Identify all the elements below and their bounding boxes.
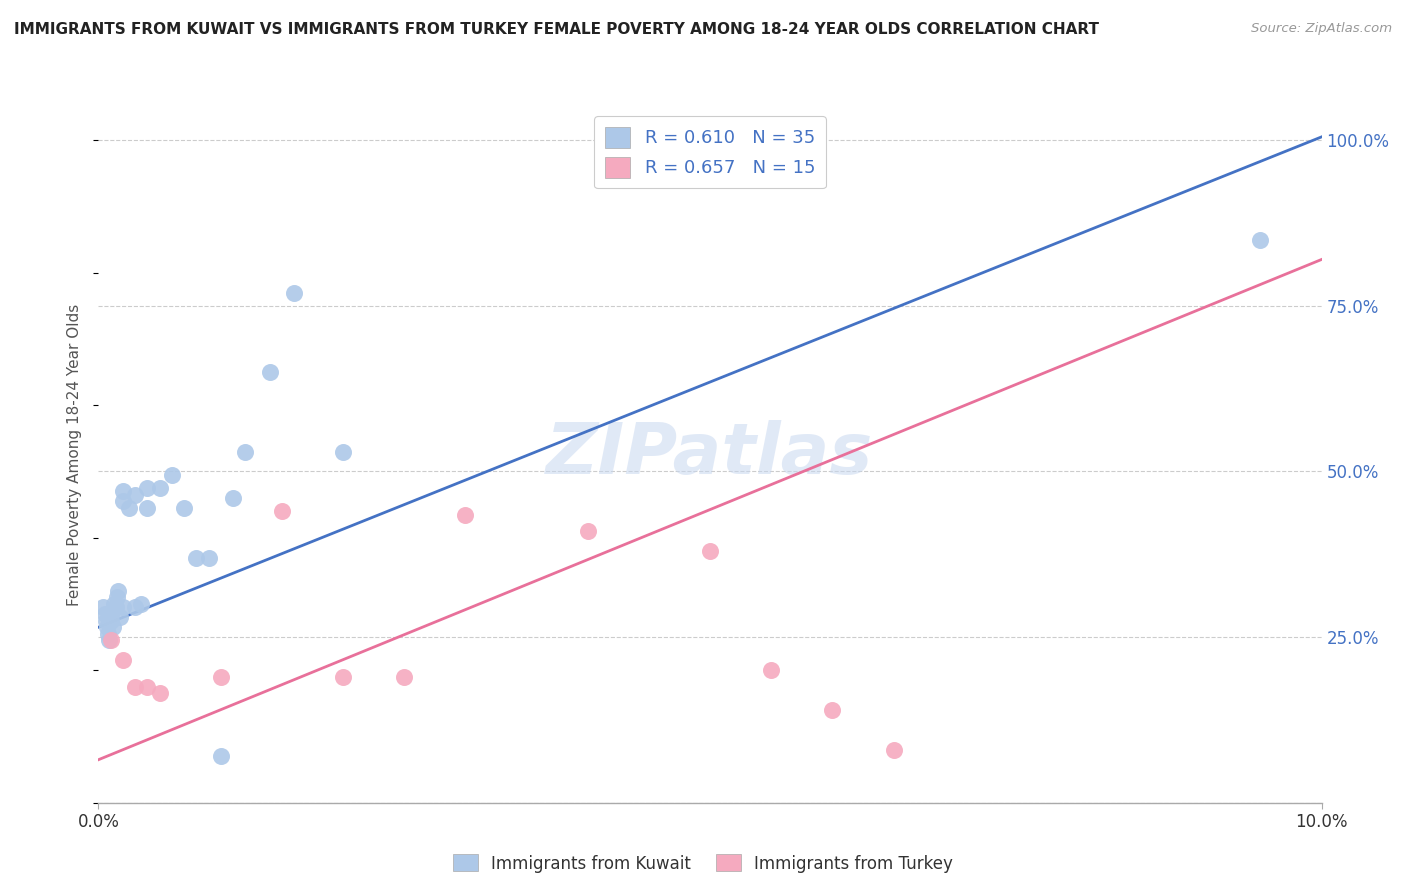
Point <box>222 491 245 505</box>
Point <box>454 508 477 522</box>
Point <box>96 620 118 634</box>
Point <box>149 686 172 700</box>
Point <box>100 614 122 628</box>
Point <box>110 610 132 624</box>
Point <box>576 524 599 538</box>
Point <box>883 743 905 757</box>
Point <box>699 544 721 558</box>
Point <box>136 500 159 515</box>
Y-axis label: Female Poverty Among 18-24 Year Olds: Female Poverty Among 18-24 Year Olds <box>67 304 83 606</box>
Point <box>94 614 117 628</box>
Point <box>111 653 134 667</box>
Point <box>197 550 219 565</box>
Point <box>91 600 114 615</box>
Point <box>173 500 195 515</box>
Legend: Immigrants from Kuwait, Immigrants from Turkey: Immigrants from Kuwait, Immigrants from … <box>446 847 960 880</box>
Point <box>1249 233 1271 247</box>
Point <box>209 749 232 764</box>
Point <box>124 488 146 502</box>
Point <box>759 663 782 677</box>
Point <box>103 597 125 611</box>
Point <box>392 670 416 684</box>
Point <box>233 444 256 458</box>
Text: Source: ZipAtlas.com: Source: ZipAtlas.com <box>1251 22 1392 36</box>
Point <box>283 285 305 300</box>
Point <box>160 467 183 482</box>
Point <box>118 500 141 515</box>
Point <box>93 607 115 621</box>
Point <box>104 600 127 615</box>
Point <box>101 620 124 634</box>
Point <box>98 633 121 648</box>
Point <box>129 597 152 611</box>
Text: IMMIGRANTS FROM KUWAIT VS IMMIGRANTS FROM TURKEY FEMALE POVERTY AMONG 18-24 YEAR: IMMIGRANTS FROM KUWAIT VS IMMIGRANTS FRO… <box>14 22 1099 37</box>
Point <box>111 600 134 615</box>
Point <box>111 484 134 499</box>
Point <box>186 550 208 565</box>
Point <box>111 494 134 508</box>
Point <box>107 583 129 598</box>
Legend: R = 0.610   N = 35, R = 0.657   N = 15: R = 0.610 N = 35, R = 0.657 N = 15 <box>595 116 825 188</box>
Point <box>136 680 159 694</box>
Point <box>332 670 354 684</box>
Point <box>209 670 232 684</box>
Point <box>100 633 122 648</box>
Point <box>136 481 159 495</box>
Point <box>270 504 292 518</box>
Point <box>97 627 120 641</box>
Text: ZIPatlas: ZIPatlas <box>547 420 873 490</box>
Point <box>100 607 122 621</box>
Point <box>124 600 146 615</box>
Point <box>259 365 281 379</box>
Point <box>821 703 844 717</box>
Point <box>332 444 354 458</box>
Point <box>124 680 146 694</box>
Point <box>105 591 128 605</box>
Point <box>149 481 172 495</box>
